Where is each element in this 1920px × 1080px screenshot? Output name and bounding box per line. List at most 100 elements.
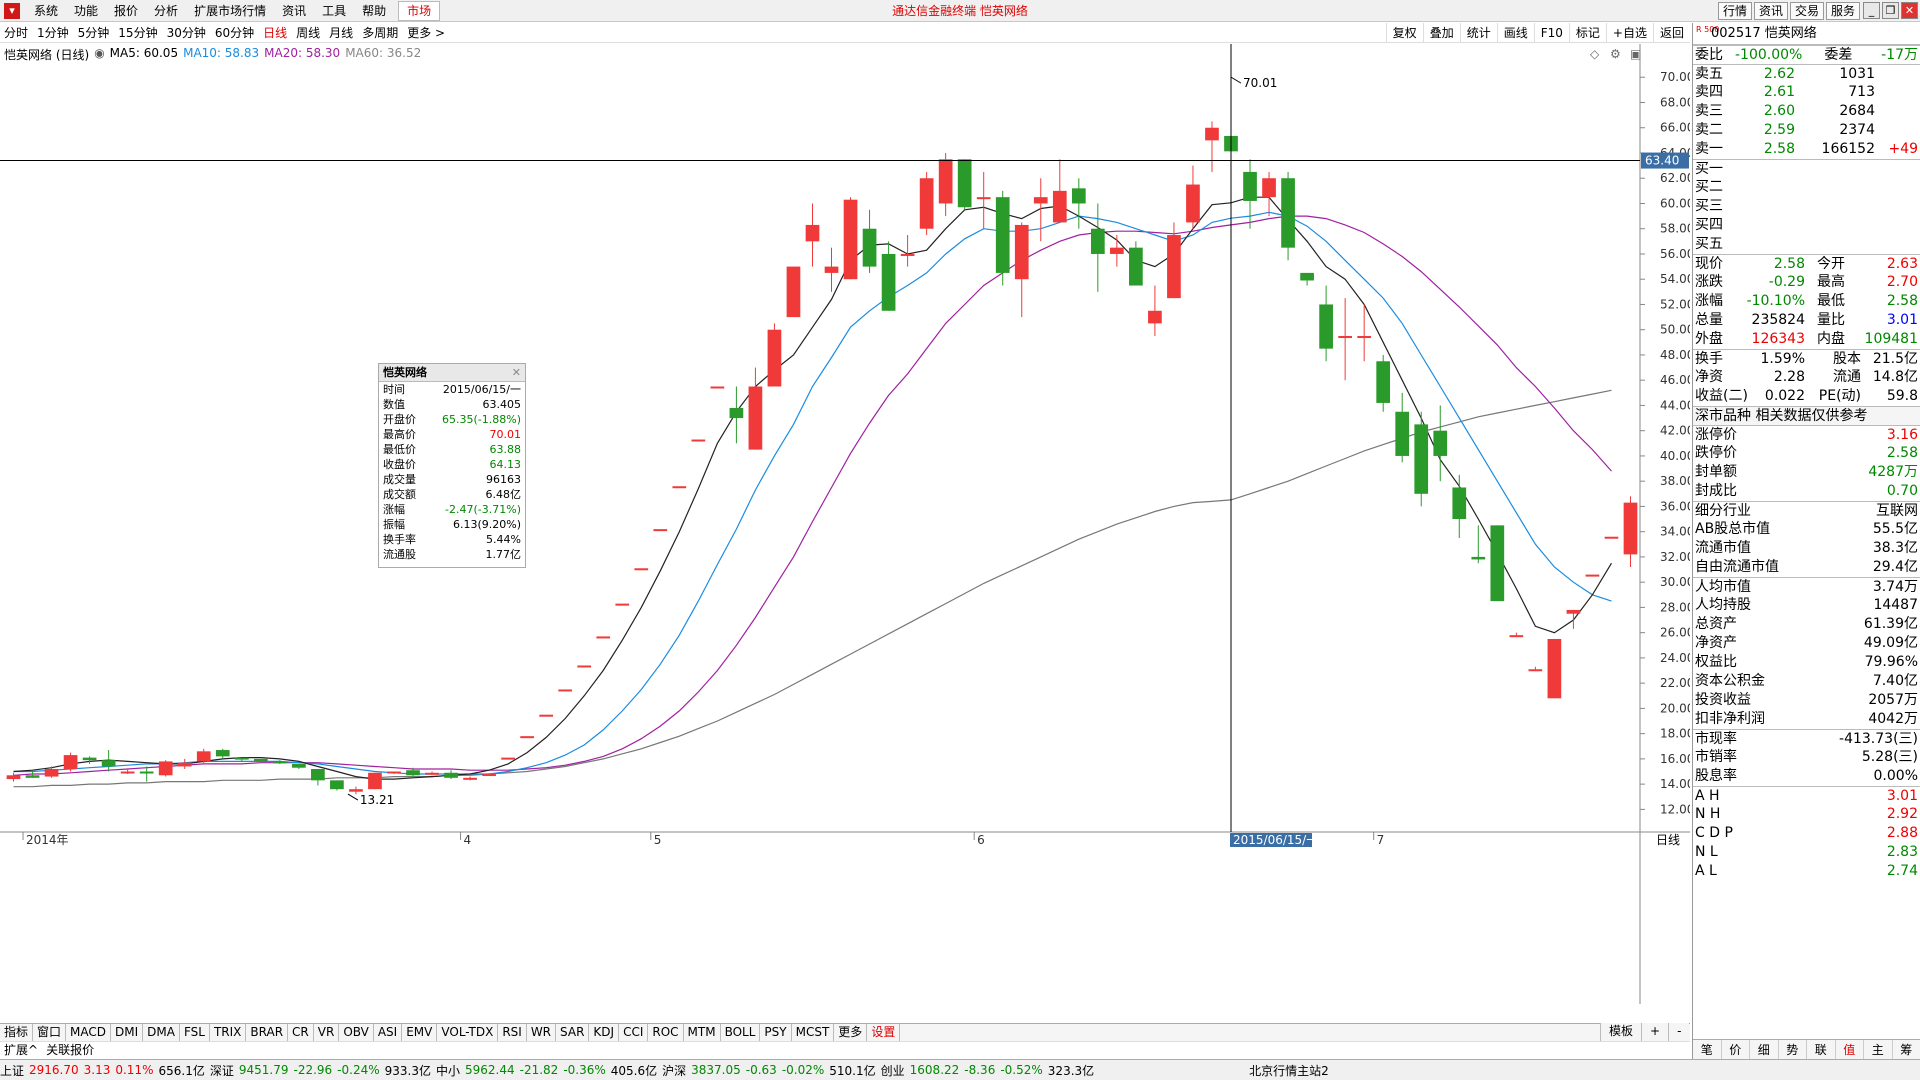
menu-item-2[interactable]: 报价 (114, 4, 139, 18)
close-icon[interactable]: ✕ (511, 366, 521, 379)
indicator-tab-21[interactable]: BOLL (721, 1024, 761, 1041)
indicator-tab-7[interactable]: BRAR (246, 1024, 289, 1041)
indicator-tab-22[interactable]: PSY (760, 1024, 792, 1041)
quote-tab-5[interactable]: 值 (1836, 1040, 1864, 1059)
status-item: 北京行情主站2 (1249, 1063, 1329, 1078)
indicator-tab-20[interactable]: MTM (684, 1024, 721, 1041)
detail-row: 权益比 79.96% (1693, 653, 1920, 672)
kline-svg[interactable]: 12.00 14.00 16.00 18.00 20.00 22.00 24.00 26.00… (0, 44, 1690, 1004)
period-tab-3[interactable]: 15分钟 (118, 26, 158, 40)
quote-tab-6[interactable]: 主 (1864, 1040, 1893, 1059)
period-tab-7[interactable]: 周线 (296, 26, 321, 40)
tool-button-7[interactable]: 返回 (1652, 23, 1690, 43)
top-button-1[interactable]: 资讯 (1753, 2, 1788, 20)
indicator-tab-2[interactable]: MACD (66, 1024, 112, 1041)
indicator-tab-9[interactable]: VR (314, 1024, 340, 1041)
market-tab[interactable]: 市场 (398, 1, 441, 21)
indicator-tab-14[interactable]: RSI (498, 1024, 527, 1041)
tool-button-1[interactable]: 叠加 (1422, 23, 1460, 43)
menu-item-7[interactable]: 帮助 (362, 4, 387, 18)
candle (539, 714, 554, 717)
indicator-tab-19[interactable]: ROC (648, 1024, 684, 1041)
quote-cell: 人均持股 (1695, 597, 1751, 613)
top-button-0[interactable]: 行情 (1717, 2, 1752, 20)
indicator-tab-1[interactable]: 窗口 (33, 1024, 67, 1041)
indicator-tab-8[interactable]: CR (288, 1024, 314, 1041)
minimize-icon[interactable]: _ (1863, 2, 1880, 19)
data-window[interactable]: 恺英网络 ✕ 时间 2015/06/15/一 数值 63.405 开盘价 65.35(-1.… (378, 363, 526, 568)
quote-tab-1[interactable]: 价 (1722, 1040, 1750, 1059)
period-tab-4[interactable]: 30分钟 (166, 26, 206, 40)
indicator-tab-10[interactable]: OBV (339, 1024, 374, 1041)
period-tab-6[interactable]: 日线 (263, 26, 288, 40)
data-window-title[interactable]: 恺英网络 ✕ (379, 364, 525, 382)
indicator-tab-3[interactable]: DMI (111, 1024, 144, 1041)
kline-chart[interactable]: 12.00 14.00 16.00 18.00 20.00 22.00 24.00 26.00… (0, 44, 1690, 1004)
template-button-1[interactable]: + (1641, 1023, 1668, 1041)
indicator-tab-11[interactable]: ASI (374, 1024, 403, 1041)
indicator-tab-25[interactable]: 设置 (867, 1024, 901, 1041)
indicator-tab-0[interactable]: 指标 (0, 1024, 34, 1041)
top-button-2[interactable]: 交易 (1789, 2, 1824, 20)
tool-button-2[interactable]: 统计 (1459, 23, 1497, 43)
indicator-tab-18[interactable]: CCI (619, 1024, 649, 1041)
extension-tab-0[interactable]: 扩展^ (4, 1043, 39, 1057)
indicator-tab-24[interactable]: 更多 (834, 1024, 868, 1041)
menu-item-1[interactable]: 功能 (74, 4, 99, 18)
legend-eye-icon[interactable]: ◉ (94, 46, 105, 60)
period-tab-5[interactable]: 60分钟 (214, 26, 255, 40)
indicator-tab-15[interactable]: WR (527, 1024, 557, 1041)
menu-item-0[interactable]: 系统 (34, 4, 59, 18)
data-window-label: 最高价 (383, 428, 416, 441)
indicator-tab-5[interactable]: FSL (180, 1024, 210, 1041)
quote-tab-4[interactable]: 联 (1807, 1040, 1836, 1059)
period-tab-8[interactable]: 月线 (329, 26, 354, 40)
quote-cell: 涨跌 (1695, 274, 1723, 290)
tool-button-6[interactable]: +自选 (1605, 23, 1653, 43)
candle-body (1167, 235, 1181, 299)
quote-tab-3[interactable]: 势 (1779, 1040, 1807, 1059)
menu-item-4[interactable]: 扩展市场行情 (194, 4, 267, 18)
restore-icon[interactable]: ❐ (1882, 2, 1899, 19)
indicator-tab-17[interactable]: KDJ (589, 1024, 620, 1041)
candle (900, 235, 915, 267)
quote-tab-0[interactable]: 笔 (1693, 1040, 1722, 1059)
period-tab-9[interactable]: 多周期 (362, 26, 399, 40)
quote-cell: N L (1695, 844, 1718, 860)
indicator-tab-4[interactable]: DMA (143, 1024, 180, 1041)
quote-cell: +49 (1888, 141, 1918, 157)
indicator-tab-16[interactable]: SAR (556, 1024, 590, 1041)
quote-cell: 买二 (1695, 179, 1723, 195)
pivot-row: N H 2.92 (1693, 805, 1920, 824)
quote-cell: 买一 (1695, 161, 1723, 177)
indicator-tab-13[interactable]: VOL-TDX (437, 1024, 499, 1041)
tool-button-0[interactable]: 复权 (1385, 23, 1423, 43)
close-icon[interactable]: ✕ (1901, 2, 1918, 19)
quote-tab-2[interactable]: 细 (1750, 1040, 1779, 1059)
menu-item-3[interactable]: 分析 (154, 4, 179, 18)
quote-tab-7[interactable]: 筹 (1893, 1040, 1920, 1059)
indicator-tab-6[interactable]: TRIX (210, 1024, 247, 1041)
template-button-0[interactable]: 模板 (1600, 1023, 1641, 1041)
quote-cell: 股本 (1833, 351, 1861, 367)
menu-item-6[interactable]: 工具 (322, 4, 347, 18)
template-button-2[interactable]: - (1668, 1023, 1689, 1041)
period-tab-1[interactable]: 1分钟 (37, 26, 69, 40)
period-tab-2[interactable]: 5分钟 (77, 26, 110, 40)
detail-row: 资本公积金 7.40亿 (1693, 672, 1920, 691)
indicator-tab-23[interactable]: MCST (792, 1024, 835, 1041)
stock-code-name[interactable]: 002517 恺英网络 (1711, 26, 1817, 41)
ma-legend: 恺英网络 (日线) ◉ MA5: 60.05 MA10: 58.83 MA20:… (4, 46, 421, 63)
indicator-tab-12[interactable]: EMV (402, 1024, 438, 1041)
top-button-3[interactable]: 服务 (1825, 2, 1860, 20)
extension-tab-1[interactable]: 关联报价 (46, 1043, 95, 1057)
menu-item-5[interactable]: 资讯 (282, 4, 307, 18)
candle (272, 760, 287, 764)
quote-cell: A H (1695, 788, 1720, 804)
tool-button-3[interactable]: 画线 (1496, 23, 1534, 43)
period-tab-10[interactable]: 更多 > (407, 26, 446, 40)
tool-button-4[interactable]: F10 (1533, 23, 1569, 43)
app-logo-icon[interactable]: ▾ (4, 3, 20, 19)
period-tab-0[interactable]: 分时 (4, 26, 29, 40)
tool-button-5[interactable]: 标记 (1568, 23, 1606, 43)
